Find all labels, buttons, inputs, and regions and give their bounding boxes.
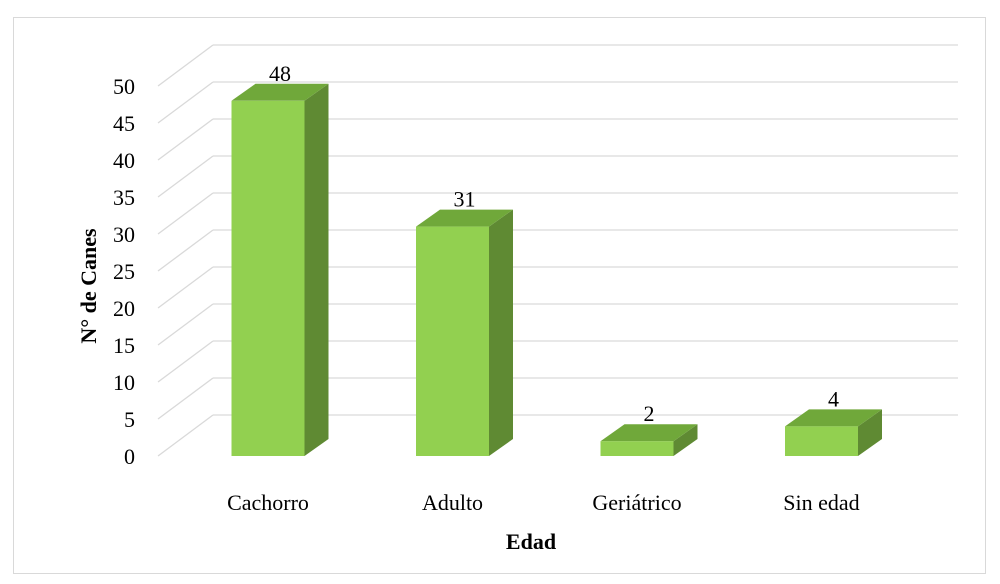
y-tick-label: 25: [113, 259, 135, 284]
labels: 0 5 10 15 20 25 30 35 40 45 50 48 Cachorro 31 Adulto 2 G…: [113, 61, 860, 515]
bar-group: [416, 209, 513, 456]
x-axis-title: Edad: [506, 529, 556, 554]
x-tick-label: Adulto: [422, 490, 483, 515]
y-tick-label: 0: [124, 444, 135, 469]
gridline-diagonal: [157, 414, 214, 457]
bar-top: [416, 209, 513, 227]
bar-group: [231, 83, 329, 457]
bar-side: [673, 424, 698, 456]
data-label: 31: [454, 187, 476, 212]
gridline-diagonal: [157, 266, 214, 309]
gridline-diagonal: [157, 118, 214, 161]
x-tick-label: Cachorro: [227, 490, 309, 515]
gridline-diagonal: [157, 44, 214, 87]
bar-side: [304, 83, 329, 457]
y-tick-label: 10: [113, 370, 135, 395]
data-label: 4: [828, 386, 839, 411]
gridline-diagonal: [157, 303, 214, 346]
bar: [785, 426, 858, 456]
y-tick-label: 5: [124, 407, 135, 432]
gridline-diagonal: [157, 155, 214, 198]
y-tick-label: 50: [113, 74, 135, 99]
bar-top: [231, 83, 329, 101]
bar: [416, 226, 489, 456]
gridline-diagonal: [157, 340, 214, 383]
bar-side: [858, 409, 882, 456]
gridline-diagonal: [157, 229, 214, 272]
y-tick-label: 30: [113, 222, 135, 247]
y-tick-label: 35: [113, 185, 135, 210]
bar: [600, 441, 674, 456]
y-tick-label: 40: [113, 148, 135, 173]
data-label: 48: [269, 61, 291, 86]
gridline-diagonal: [157, 192, 214, 235]
x-tick-label: Sin edad: [783, 490, 859, 515]
y-tick-label: 20: [113, 296, 135, 321]
gridlines: [157, 44, 958, 457]
gridline-diagonal: [157, 377, 214, 420]
bar-group: [600, 424, 698, 456]
data-label: 2: [644, 401, 655, 426]
bars: [231, 83, 882, 457]
bar-side: [489, 209, 513, 456]
bar: [231, 100, 305, 457]
bar-top: [600, 424, 698, 442]
x-tick-label: Geriátrico: [592, 490, 681, 515]
gridline-diagonal: [157, 81, 214, 124]
y-tick-label: 15: [113, 333, 135, 358]
bar-group: [785, 409, 882, 456]
y-axis-title: N° de Canes: [76, 228, 101, 344]
y-tick-label: 45: [113, 111, 135, 136]
bar-top: [785, 409, 882, 427]
